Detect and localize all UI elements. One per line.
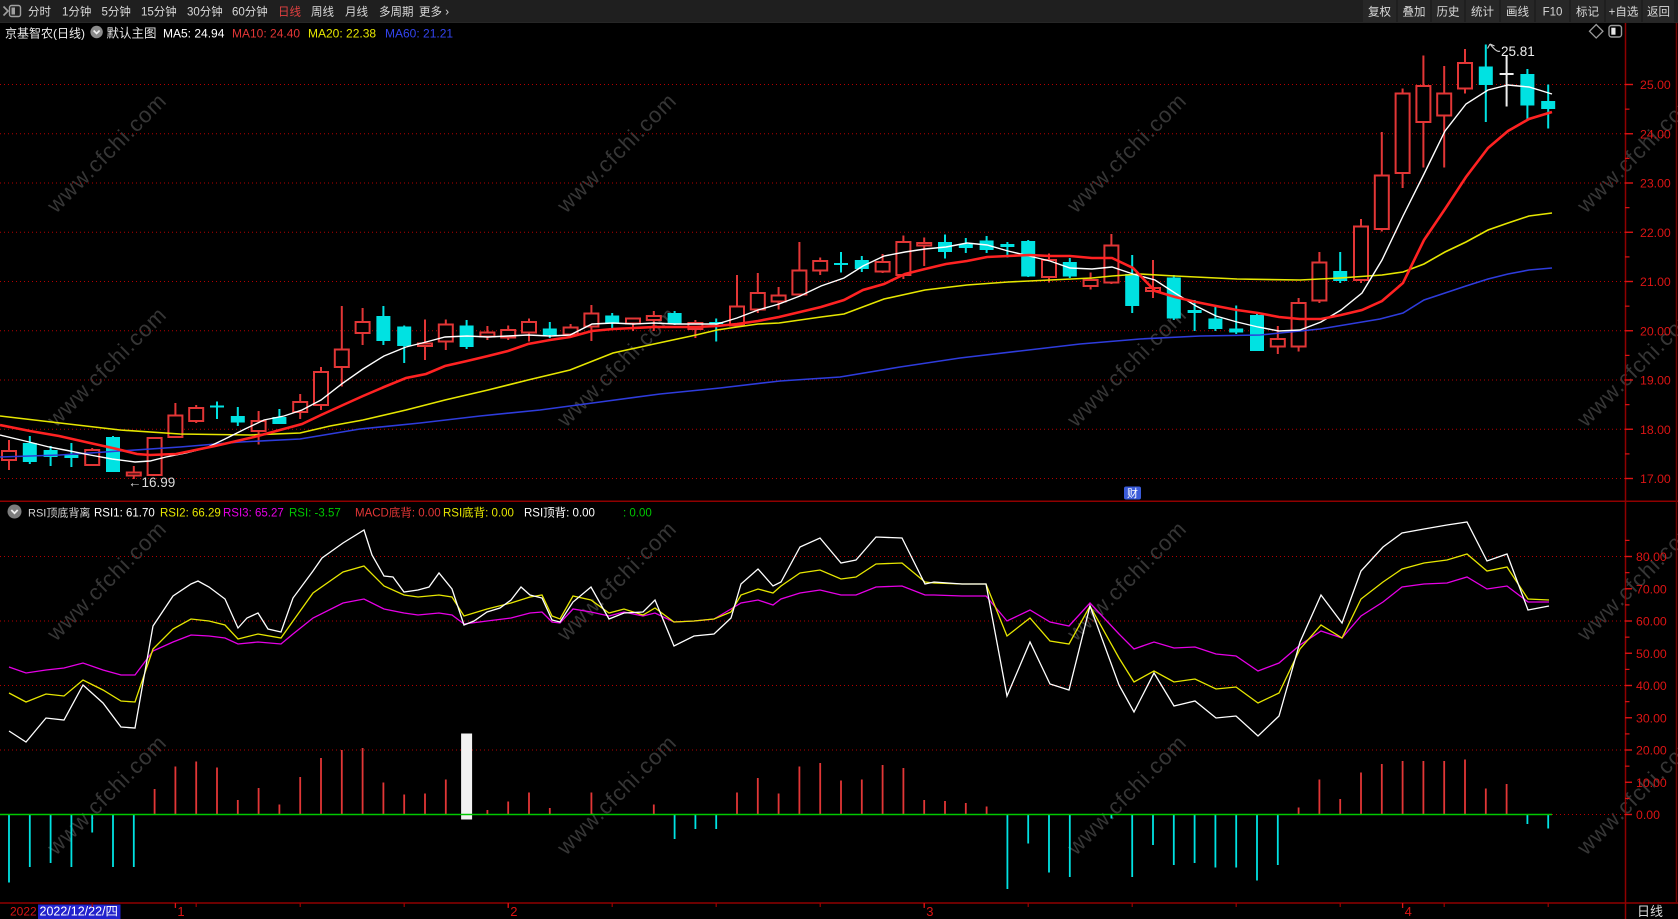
svg-text:RSI底背: 0.00: RSI底背: 0.00	[443, 506, 514, 520]
svg-text:MA20: 22.38: MA20: 22.38	[308, 27, 376, 41]
svg-text:MA5: 24.94: MA5: 24.94	[163, 27, 225, 41]
svg-text:MA10: 24.40: MA10: 24.40	[232, 27, 300, 41]
svg-text:2: 2	[510, 904, 517, 919]
svg-text:1: 1	[177, 904, 184, 919]
svg-text:: 0.00: : 0.00	[623, 508, 652, 520]
svg-text:分时: 分时	[28, 6, 51, 19]
svg-text:3: 3	[926, 904, 933, 919]
svg-text:F10: F10	[1543, 7, 1563, 19]
svg-text:更多 ›: 更多 ›	[419, 5, 449, 19]
svg-text:历史: 历史	[1437, 6, 1460, 19]
svg-text:20.00: 20.00	[1640, 324, 1671, 338]
svg-text:MACD底背: 0.00: MACD底背: 0.00	[355, 506, 441, 520]
svg-text:RSI顶背: 0.00: RSI顶背: 0.00	[524, 506, 595, 520]
svg-text:统计: 统计	[1471, 6, 1494, 19]
svg-text:15分钟: 15分钟	[141, 5, 177, 19]
svg-text:财: 财	[1127, 486, 1138, 500]
svg-text:RSI顶底背离: RSI顶底背离	[28, 506, 90, 520]
svg-text:返回: 返回	[1647, 6, 1670, 19]
svg-text:RSI1: 61.70: RSI1: 61.70	[94, 508, 155, 520]
svg-text:标记: 标记	[1576, 6, 1599, 19]
svg-text:RSI2: 66.29: RSI2: 66.29	[160, 508, 221, 520]
svg-text:60.00: 60.00	[1636, 615, 1667, 629]
svg-text:1分钟: 1分钟	[62, 5, 91, 19]
svg-text:10.00: 10.00	[1636, 776, 1667, 790]
svg-text:19.00: 19.00	[1640, 374, 1671, 388]
svg-text:京基智农(日线): 京基智农(日线)	[5, 26, 85, 41]
svg-text:默认主图: 默认主图	[107, 26, 157, 41]
svg-text:2022/12/22/四: 2022/12/22/四	[40, 905, 119, 919]
svg-text:画线: 画线	[1506, 5, 1529, 19]
svg-text:30.00: 30.00	[1636, 711, 1667, 725]
svg-text:25.00: 25.00	[1640, 78, 1671, 92]
svg-text:60分钟: 60分钟	[232, 5, 268, 19]
svg-text:23.00: 23.00	[1640, 177, 1671, 191]
svg-text:40.00: 40.00	[1636, 679, 1667, 693]
svg-text:周线: 周线	[311, 5, 334, 19]
svg-text:5分钟: 5分钟	[102, 5, 131, 19]
svg-text:30分钟: 30分钟	[187, 5, 223, 19]
svg-text:25.81: 25.81	[1501, 44, 1535, 59]
svg-text:RSI3: 65.27: RSI3: 65.27	[223, 508, 284, 520]
svg-text:日线: 日线	[1637, 904, 1663, 919]
svg-text:4: 4	[1405, 904, 1412, 919]
svg-text:20.00: 20.00	[1636, 744, 1667, 758]
svg-text:月线: 月线	[345, 5, 368, 19]
svg-text:18.00: 18.00	[1640, 423, 1671, 437]
svg-text:叠加: 叠加	[1403, 6, 1426, 19]
svg-text:0.00: 0.00	[1636, 808, 1660, 822]
svg-text:MA60: 21.21: MA60: 21.21	[385, 27, 453, 41]
svg-text:70.00: 70.00	[1636, 582, 1667, 596]
svg-text:80.00: 80.00	[1636, 550, 1667, 564]
svg-text:日线: 日线	[278, 5, 301, 19]
svg-text:RSI: -3.57: RSI: -3.57	[289, 508, 341, 520]
svg-text:2022: 2022	[10, 905, 37, 919]
svg-text:复权: 复权	[1368, 6, 1391, 19]
svg-text:+自选: +自选	[1609, 6, 1639, 19]
svg-text:←16.99: ←16.99	[128, 475, 175, 490]
svg-text:24.00: 24.00	[1640, 127, 1671, 141]
svg-text:50.00: 50.00	[1636, 647, 1667, 661]
svg-text:22.00: 22.00	[1640, 226, 1671, 240]
svg-text:17.00: 17.00	[1640, 472, 1671, 486]
svg-text:多周期: 多周期	[379, 5, 414, 19]
svg-text:21.00: 21.00	[1640, 275, 1671, 289]
